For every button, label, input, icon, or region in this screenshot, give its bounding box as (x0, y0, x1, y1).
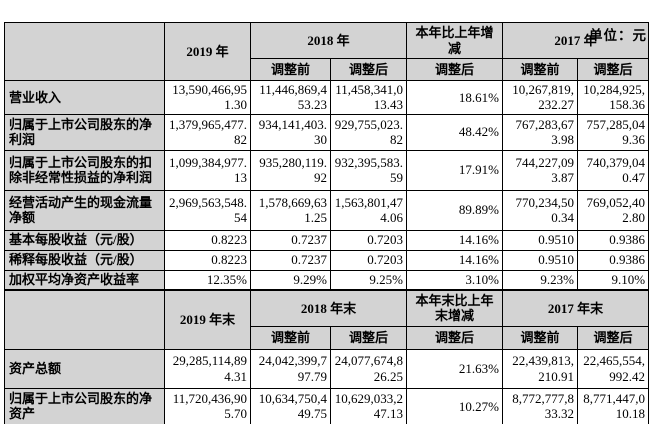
value-2018-post: 0.7203 (329, 229, 408, 251)
row-label: 资产总额 (4, 348, 165, 389)
value-change: 14.16% (406, 249, 504, 271)
value-change: 18.61% (406, 80, 504, 115)
header-2017-pre: 调整前 (502, 58, 579, 81)
value-2018-post: 11,458,341,013.43 (329, 80, 408, 115)
value-2018-pre: 0.7237 (250, 249, 331, 271)
header-yearend-change: 本年末比上年末增减 (406, 289, 504, 327)
value-change: 48.42% (406, 113, 504, 151)
value-2019: 12.35% (164, 269, 251, 291)
table-row-basic-eps: 基本每股收益（元/股） 0.8223 0.7237 0.7203 14.16% … (4, 229, 650, 251)
header-row-adjust: 调整前 调整后 调整后 调整前 调整后 (5, 58, 650, 81)
value-2017-pre: 8,772,777,833.32 (502, 387, 579, 424)
table-row-total-assets: 资产总额 29,285,114,894.31 24,042,399,797.79… (4, 348, 650, 389)
header-2018-end: 2018 年末 (249, 289, 408, 327)
unit-label: 单位：元 (589, 28, 647, 43)
header-2018-post: 调整后 (329, 58, 408, 81)
value-change: 21.63% (406, 348, 504, 389)
corner-cell (4, 22, 165, 81)
table-row-diluted-eps: 稀释每股收益（元/股） 0.8223 0.7237 0.7203 14.16% … (4, 249, 650, 271)
header-2018-pre: 调整前 (250, 58, 331, 81)
value-2017-pre: 0.9510 (502, 229, 579, 251)
value-2018-pre: 1,578,669,631.25 (250, 189, 331, 231)
value-2018-pre: 10,634,750,449.75 (250, 387, 331, 424)
value-2017-post: 769,052,402.80 (577, 189, 650, 231)
header-2017-end: 2017 年末 (502, 289, 650, 327)
corner-cell (4, 289, 165, 350)
header-2017: 2017 年 (502, 22, 650, 59)
value-2017-pre: 9.23% (502, 269, 579, 291)
value-2018-post: 9.25% (329, 269, 408, 291)
row-label: 基本每股收益（元/股） (4, 229, 165, 251)
value-2019: 1,099,384,977.13 (164, 149, 251, 191)
value-2018-pre: 11,446,869,453.23 (250, 80, 331, 115)
value-2017-post: 9.10% (577, 269, 650, 291)
value-2018-pre: 24,042,399,797.79 (250, 348, 331, 389)
value-change: 3.10% (406, 269, 504, 291)
value-2019: 11,720,436,905.70 (164, 387, 251, 424)
header-2018-end-post: 调整后 (329, 325, 408, 350)
header-2017-end-post: 调整后 (577, 325, 650, 350)
header-change-post: 调整后 (406, 58, 504, 81)
header-yearend-change-post: 调整后 (406, 325, 504, 350)
header-2017-post: 调整后 (577, 58, 650, 81)
value-2017-pre: 767,283,673.98 (502, 113, 579, 151)
value-2017-pre: 22,439,813,210.91 (502, 348, 579, 389)
value-2017-pre: 10,267,819,232.27 (502, 80, 579, 115)
table-row-net-assets: 归属于上市公司股东的净资产 11,720,436,905.70 10,634,7… (4, 387, 650, 424)
row-label: 加权平均净资产收益率 (4, 269, 165, 291)
value-2017-post: 0.9386 (577, 229, 650, 251)
value-2018-pre: 0.7237 (250, 229, 331, 251)
header-change: 本年比上年增减 (406, 22, 504, 59)
table-row-operating-cash-flow: 经营活动产生的现金流量净额 2,969,563,548.54 1,578,669… (4, 189, 650, 231)
value-2018-post: 24,077,674,826.25 (329, 348, 408, 389)
value-2019: 2,969,563,548.54 (164, 189, 251, 231)
value-2019: 29,285,114,894.31 (164, 348, 251, 389)
value-2019: 1,379,965,477.82 (164, 113, 251, 151)
header-row-years: 2019 年 2018 年 本年比上年增减 2017 年 (4, 22, 650, 81)
row-label: 稀释每股收益（元/股） (4, 249, 165, 271)
value-2017-post: 757,285,049.36 (577, 113, 650, 151)
value-2018-post: 929,755,023.82 (329, 113, 408, 151)
value-change: 14.16% (406, 229, 504, 251)
value-2017-post: 8,771,447,010.18 (577, 387, 650, 424)
table-row-net-profit-deducted: 归属于上市公司股东的扣除非经常性损益的净利润 1,099,384,977.13 … (4, 149, 650, 191)
value-change: 10.27% (406, 387, 504, 424)
row-label: 归属于上市公司股东的净资产 (4, 387, 165, 424)
value-2019: 0.8223 (164, 229, 251, 251)
value-2018-pre: 935,280,119.92 (250, 149, 331, 191)
table-row-net-profit: 归属于上市公司股东的净利润 1,379,965,477.82 934,141,4… (4, 113, 650, 151)
value-2017-post: 22,465,554,992.42 (577, 348, 650, 389)
value-2018-pre: 934,141,403.30 (250, 113, 331, 151)
row-label: 营业收入 (4, 80, 165, 115)
header-2019: 2019 年 (164, 22, 251, 81)
table-row-weighted-avg-roe: 加权平均净资产收益率 12.35% 9.29% 9.25% 3.10% 9.23… (4, 269, 650, 291)
row-label: 经营活动产生的现金流量净额 (4, 189, 165, 231)
value-2017-pre: 770,234,500.34 (502, 189, 579, 231)
header-2018-end-pre: 调整前 (250, 325, 331, 350)
value-2017-post: 740,379,040.47 (577, 149, 650, 191)
value-2017-post: 0.9386 (577, 249, 650, 271)
header-row-yearend: 2019 年末 2018 年末 本年末比上年末增减 2017 年末 (4, 289, 650, 350)
value-2017-post: 10,284,925,158.36 (577, 80, 650, 115)
value-2017-pre: 744,227,093.87 (502, 149, 579, 191)
row-label: 归属于上市公司股东的扣除非经常性损益的净利润 (4, 149, 165, 191)
value-2018-post: 10,629,033,247.13 (329, 387, 408, 424)
value-2018-post: 1,563,801,474.06 (329, 189, 408, 231)
header-2017-end-pre: 调整前 (502, 325, 579, 350)
value-2017-pre: 0.9510 (502, 249, 579, 271)
header-2019-end: 2019 年末 (164, 289, 251, 350)
header-row-yearend-adjust: 调整前 调整后 调整后 调整前 调整后 (5, 325, 650, 350)
value-2019: 13,590,466,951.30 (164, 80, 251, 115)
value-2018-post: 932,395,583.59 (329, 149, 408, 191)
value-change: 17.91% (406, 149, 504, 191)
table-row-revenue: 营业收入 13,590,466,951.30 11,446,869,453.23… (4, 80, 650, 115)
value-2018-pre: 9.29% (250, 269, 331, 291)
value-change: 89.89% (406, 189, 504, 231)
value-2019: 0.8223 (164, 249, 251, 271)
value-2018-post: 0.7203 (329, 249, 408, 271)
row-label: 归属于上市公司股东的净利润 (4, 113, 165, 151)
header-2018: 2018 年 (249, 22, 408, 59)
financial-summary-table: 2019 年 2018 年 本年比上年增减 2017 年 调整前 调整后 调整后… (4, 22, 650, 424)
